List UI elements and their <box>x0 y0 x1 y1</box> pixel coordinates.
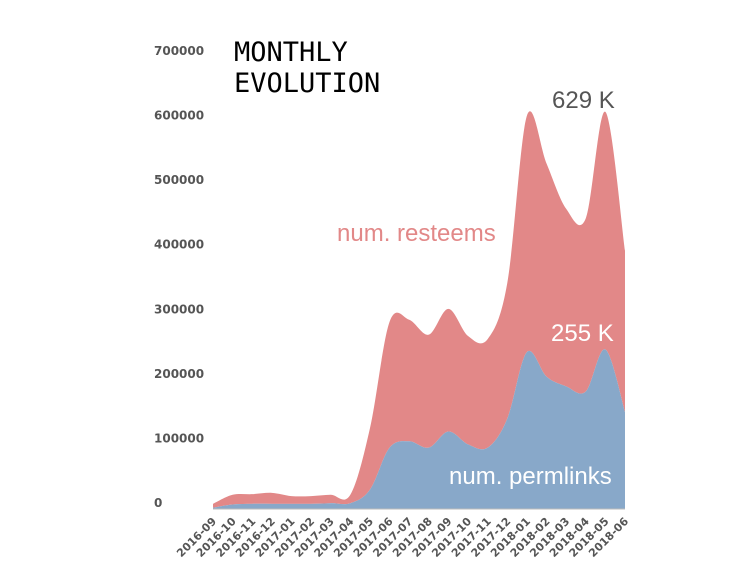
stacked-areas <box>213 111 625 509</box>
x-axis-ticks: 2016-092016-102016-112016-122017-012017-… <box>174 515 631 560</box>
permlinks-peak-label: 255 K <box>551 320 614 347</box>
chart-title-line-2: EVOLUTION <box>234 68 380 99</box>
y-tick-label: 400000 <box>154 238 204 252</box>
y-tick-label: 100000 <box>154 431 204 445</box>
y-tick-label: 300000 <box>154 302 204 316</box>
y-tick-label: 500000 <box>154 173 204 187</box>
y-tick-label: 700000 <box>154 44 204 58</box>
y-tick-label: 0 <box>154 496 162 510</box>
area-num-resteems <box>213 111 625 508</box>
permlinks-series-label: num. permlinks <box>449 463 612 490</box>
y-tick-label: 600000 <box>154 109 204 123</box>
chart-title-line-1: MONTHLY <box>234 37 348 68</box>
resteems-series-label: num. resteems <box>337 220 496 247</box>
y-axis-ticks: 0 100000 200000 300000 400000 500000 600000 700… <box>154 44 204 510</box>
area-num-permlinks <box>213 349 625 509</box>
total-peak-label: 629 K <box>552 87 615 114</box>
y-tick-label: 200000 <box>154 367 204 381</box>
